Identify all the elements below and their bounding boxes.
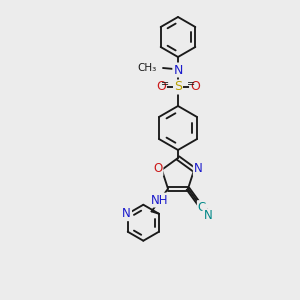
Text: C: C [198,201,206,214]
Text: O: O [156,80,166,94]
Text: O: O [153,162,163,175]
Text: N: N [122,207,131,220]
Text: CH₃: CH₃ [138,63,157,73]
Text: S: S [174,80,182,94]
Text: N: N [203,209,212,222]
Text: N: N [194,162,203,175]
Text: =: = [187,79,195,89]
Text: N: N [173,64,183,76]
Text: O: O [190,80,200,94]
Text: NH: NH [151,194,169,207]
Text: =: = [161,79,169,89]
